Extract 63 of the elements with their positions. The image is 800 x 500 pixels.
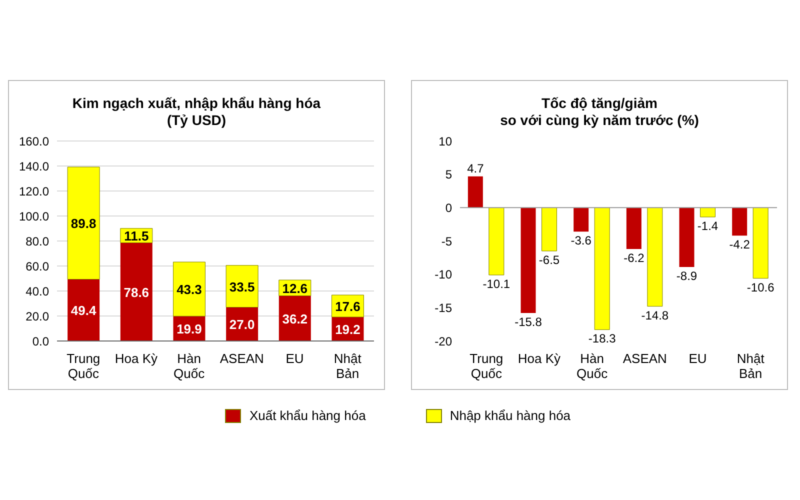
chart-title: Kim ngạch xuất, nhập khẩu hàng hóa <box>71 95 322 112</box>
chart-subtitle: (Tỷ USD) <box>166 112 228 129</box>
y-tick-label: -10 <box>434 268 452 282</box>
data-label: -10.6 <box>746 280 775 294</box>
data-label: 4.7 <box>467 161 484 176</box>
y-tick-label: 60.0 <box>26 259 50 274</box>
x-tick-label: Trung Quốc <box>470 351 504 381</box>
y-tick-label: 80.0 <box>26 234 50 248</box>
chart-subtitle: so với cùng kỳ năm trước (%) <box>499 112 700 129</box>
bar <box>67 166 100 280</box>
x-tick-label: EU <box>688 351 707 366</box>
data-label: 43.3 <box>176 282 202 298</box>
x-tick-label: Hàn Quốc <box>174 351 206 381</box>
x-tick-label: Hoa Kỳ <box>114 351 158 366</box>
y-tick-label: 100.0 <box>18 209 50 224</box>
data-label: -14.8 <box>641 308 669 322</box>
y-tick-label: 0 <box>445 200 452 215</box>
legend-label: Nhập khẩu hàng hóa <box>450 408 571 423</box>
data-label: 19.2 <box>335 322 360 337</box>
x-tick-label: ASEAN <box>622 351 667 366</box>
data-label: -10.1 <box>482 277 510 291</box>
y-tick-label: -20 <box>434 334 452 348</box>
data-label: 78.6 <box>124 284 150 300</box>
data-label: -4.2 <box>729 238 750 252</box>
data-label: 17.6 <box>335 299 360 314</box>
x-tick-label: Hàn Quốc <box>576 351 608 381</box>
data-label: -6.5 <box>538 253 560 267</box>
y-tick-label: 140.0 <box>18 159 50 174</box>
y-tick-label: -15 <box>434 300 452 315</box>
x-tick-label: Trung Quốc <box>66 351 100 381</box>
x-tick-label: Nhật Bản <box>736 351 765 381</box>
y-tick-label: -5 <box>441 234 452 248</box>
data-label: -18.3 <box>588 332 616 346</box>
legend-label: Xuất khẩu hàng hóa <box>249 408 366 423</box>
bar <box>172 262 206 316</box>
data-label: 49.4 <box>70 303 97 318</box>
y-tick-label: 0.0 <box>32 334 50 348</box>
data-label: 19.9 <box>176 322 202 337</box>
bar <box>226 265 258 308</box>
y-tick-label: 40.0 <box>26 284 50 298</box>
data-label: 12.6 <box>282 280 308 296</box>
y-tick-label: 10 <box>438 134 452 148</box>
data-label: -8.9 <box>676 269 698 283</box>
y-tick-label: 5 <box>445 168 452 182</box>
data-label: -15.8 <box>514 315 542 329</box>
x-tick-label: ASEAN <box>220 351 264 366</box>
x-tick-label: EU <box>286 351 304 366</box>
data-label: 89.8 <box>70 216 96 232</box>
x-tick-label: Hoa Kỳ <box>518 351 562 366</box>
bar <box>120 242 152 341</box>
data-label: -1.4 <box>697 219 718 233</box>
data-label: 11.5 <box>124 228 149 244</box>
data-label: -6.2 <box>624 251 645 265</box>
x-tick-label: Nhật Bản <box>334 351 362 381</box>
data-label: 27.0 <box>229 317 255 332</box>
data-label: 33.5 <box>229 279 255 294</box>
chart-title: Tốc độ tăng/giảm <box>540 95 658 112</box>
y-tick-label: 160.0 <box>18 134 50 148</box>
y-tick-label: 20.0 <box>26 309 50 324</box>
data-label: 36.2 <box>282 311 308 326</box>
data-label: -3.6 <box>570 234 592 248</box>
y-tick-label: 120.0 <box>18 184 50 198</box>
bar <box>68 279 100 341</box>
